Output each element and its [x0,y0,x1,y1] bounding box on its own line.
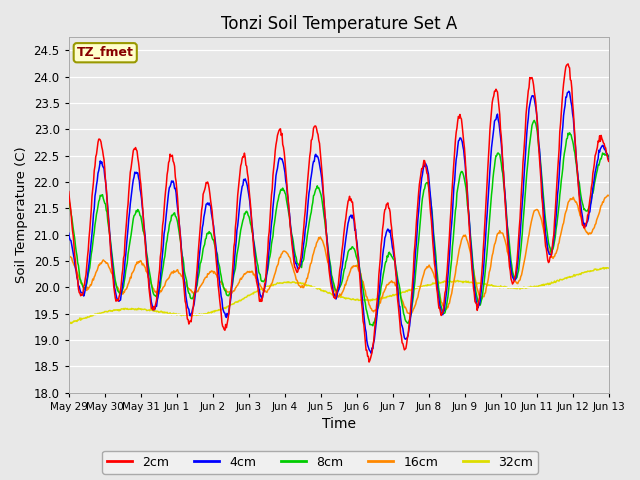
Title: Tonzi Soil Temperature Set A: Tonzi Soil Temperature Set A [221,15,457,33]
Text: TZ_fmet: TZ_fmet [77,46,134,59]
X-axis label: Time: Time [322,418,356,432]
Y-axis label: Soil Temperature (C): Soil Temperature (C) [15,147,28,283]
Legend: 2cm, 4cm, 8cm, 16cm, 32cm: 2cm, 4cm, 8cm, 16cm, 32cm [102,451,538,474]
